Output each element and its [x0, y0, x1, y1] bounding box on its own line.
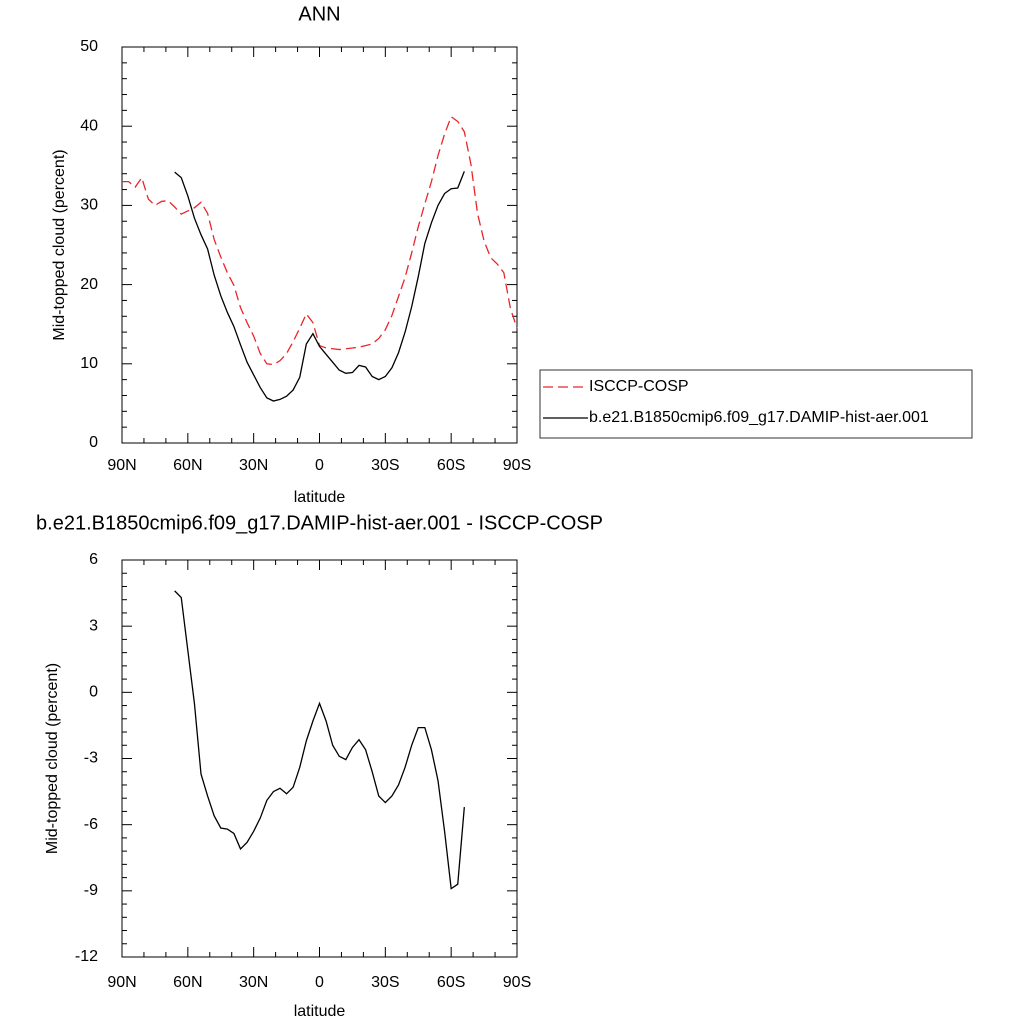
x-tick-label: 60N	[173, 974, 202, 991]
y-tick-label: 6	[89, 551, 98, 568]
x-tick-label: 60S	[437, 457, 465, 474]
x-tick-label: 30N	[239, 457, 268, 474]
x-tick-label: 90N	[107, 457, 136, 474]
x-tick-label: 0	[315, 457, 324, 474]
x-tick-label: 30N	[239, 974, 268, 991]
legend-label: ISCCP-COSP	[589, 378, 689, 395]
y-tick-label: 0	[89, 434, 98, 451]
data-line	[122, 115, 518, 366]
x-axis-label: latitude	[294, 1003, 346, 1020]
chart-title: ANN	[298, 3, 340, 25]
y-axis-label: Mid-topped cloud (percent)	[51, 149, 68, 340]
chart-title: b.e21.B1850cmip6.f09_g17.DAMIP-hist-aer.…	[36, 512, 603, 534]
x-tick-label: 60S	[437, 974, 465, 991]
x-tick-label: 90S	[503, 974, 531, 991]
legend-label: b.e21.B1850cmip6.f09_g17.DAMIP-hist-aer.…	[589, 409, 929, 426]
x-tick-label: 90S	[503, 457, 531, 474]
y-tick-label: 50	[80, 38, 98, 55]
y-tick-label: 40	[80, 117, 98, 134]
x-tick-label: 30S	[371, 457, 399, 474]
y-tick-label: 0	[89, 684, 98, 701]
legend-box	[539, 369, 973, 439]
y-axis-label: Mid-topped cloud (percent)	[44, 663, 61, 854]
y-tick-label: 30	[80, 197, 98, 214]
x-tick-label: 60N	[173, 457, 202, 474]
x-tick-label: 0	[315, 974, 324, 991]
plot-frame	[121, 559, 518, 958]
y-tick-label: 20	[80, 276, 98, 293]
x-tick-label: 90N	[107, 974, 136, 991]
y-tick-label: 10	[80, 355, 98, 372]
data-line	[174, 171, 465, 402]
y-tick-label: 3	[89, 617, 98, 634]
plot-frame	[121, 46, 518, 444]
y-tick-label: -12	[75, 948, 98, 965]
y-tick-label: -6	[84, 816, 98, 833]
data-line	[174, 590, 465, 890]
y-tick-label: -3	[84, 750, 98, 767]
x-axis-label: latitude	[294, 489, 346, 506]
x-tick-label: 30S	[371, 974, 399, 991]
y-tick-label: -9	[84, 882, 98, 899]
